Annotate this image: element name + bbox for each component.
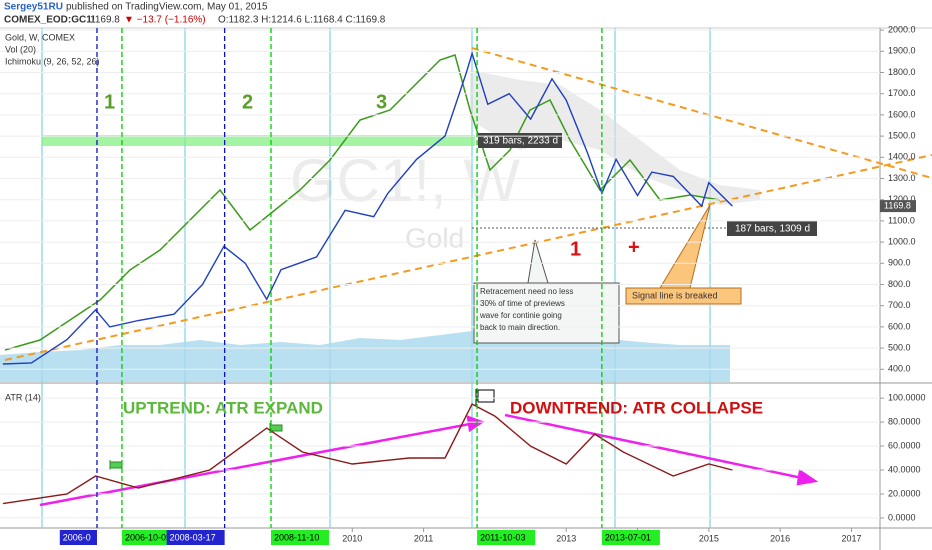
y-tick-label: 400.0: [888, 364, 911, 374]
x-tick-label: 2010: [342, 533, 362, 543]
y-tick-label: 1900.0: [888, 46, 916, 56]
y-tick-label: 600.0: [888, 321, 911, 331]
quote: 1169.8: [90, 15, 120, 26]
date-box: [166, 530, 225, 545]
lagging-span: [4, 54, 721, 351]
annotation: wave for continie going: [479, 311, 562, 320]
y-tick-label: 1500.0: [888, 130, 916, 140]
y-tick-label: 800.0: [888, 279, 911, 289]
resistance-band: [42, 135, 475, 146]
panel-title: ATR (14): [5, 392, 41, 402]
author: Sergey51RU: [4, 2, 63, 13]
date-box: [601, 530, 660, 545]
published: published on TradingView.com, May 01, 20…: [66, 2, 268, 13]
y-tick-label: 80.0000: [888, 416, 921, 426]
y-tick-label: 2000.0: [888, 24, 916, 34]
y-tick-label: 20.0000: [888, 488, 921, 498]
annotation: 1: [570, 238, 581, 260]
date-label: 2013-07-01: [605, 532, 651, 542]
flag: [475, 389, 495, 405]
annotation: 30% of time of previews: [480, 299, 565, 308]
trend-lines: [4, 47, 932, 361]
y-tick-label: 1300.0: [888, 173, 916, 183]
y-tick-label: 1000.0: [888, 236, 916, 246]
y-tick-label: 40.0000: [888, 464, 921, 474]
watermark-symbol: GC1!, W: [290, 147, 520, 214]
indicator-label: Ichimoku (9, 26, 52, 26): [5, 56, 100, 66]
note-box: [473, 239, 620, 344]
date-label: 2008-03-17: [170, 532, 216, 542]
indicator-label: Vol (20): [5, 44, 36, 54]
y-tick-label: 60.0000: [888, 440, 921, 450]
y-tick-label: 500.0: [888, 342, 911, 352]
ohlc: O:1182.3 H:1214.6 L:1168.4 C:1169.8: [218, 15, 386, 26]
y-tick-label: 700.0: [888, 300, 911, 310]
last-price-label: 1169.8: [884, 200, 911, 210]
bars-box: [478, 133, 562, 148]
annotation: 3: [376, 91, 387, 113]
flag: [269, 423, 283, 433]
x-tick-label: 2017: [841, 533, 861, 543]
annotation: 187 bars, 1309 d: [735, 224, 810, 235]
date-box: [477, 530, 536, 545]
y-tick-label: 1600.0: [888, 109, 916, 119]
y-tick-label: 1800.0: [888, 67, 916, 77]
date-box: [121, 530, 180, 545]
annotation: DOWNTREND: ATR COLLAPSE: [510, 398, 763, 417]
x-tick-label: 2016: [770, 533, 790, 543]
date-box: [59, 530, 97, 545]
annotation: +: [628, 236, 640, 258]
signal-box: [625, 204, 742, 305]
annotation: Signal line is breaked: [632, 290, 718, 300]
price-line: [2, 50, 733, 365]
date-box: [270, 530, 329, 545]
annotation: Retracement need no less: [480, 287, 573, 296]
annotation: UPTREND: ATR EXPAND: [123, 398, 323, 417]
date-label: 2006-0: [63, 532, 91, 542]
price-line: [2, 403, 733, 505]
annotation: back to main direction.: [480, 323, 560, 332]
change: ▼ −13.7 (−1.16%): [124, 15, 206, 26]
date-label: 2008-11-10: [274, 532, 319, 542]
x-tick-label: 2015: [699, 533, 719, 543]
date-label: 2011-10-03: [480, 532, 525, 542]
y-tick-label: 100.0000: [888, 393, 926, 403]
y-tick-label: 1400.0: [888, 152, 916, 162]
flag: [109, 460, 123, 470]
x-tick-label: 2011: [414, 533, 433, 543]
date-label: 2006-10-09: [125, 532, 171, 542]
panel-title: Gold, W, COMEX: [5, 32, 75, 42]
y-tick-label: 0.0000: [888, 512, 916, 522]
x-tick-label: 2013: [556, 533, 576, 543]
y-tick-label: 1200.0: [888, 194, 916, 204]
y-tick-label: 1700.0: [888, 88, 916, 98]
annotation: 1: [104, 91, 115, 113]
last-price-box: [880, 200, 916, 213]
symbol: COMEX_EOD:GC1!: [4, 15, 95, 26]
annotation: 2: [242, 91, 253, 113]
watermark: Gold: [405, 222, 464, 253]
bars-box: [727, 221, 817, 236]
y-tick-label: 900.0: [888, 258, 911, 268]
y-tick-label: 1100.0: [888, 215, 915, 225]
annotation: 319 bars, 2233 d: [483, 136, 558, 147]
